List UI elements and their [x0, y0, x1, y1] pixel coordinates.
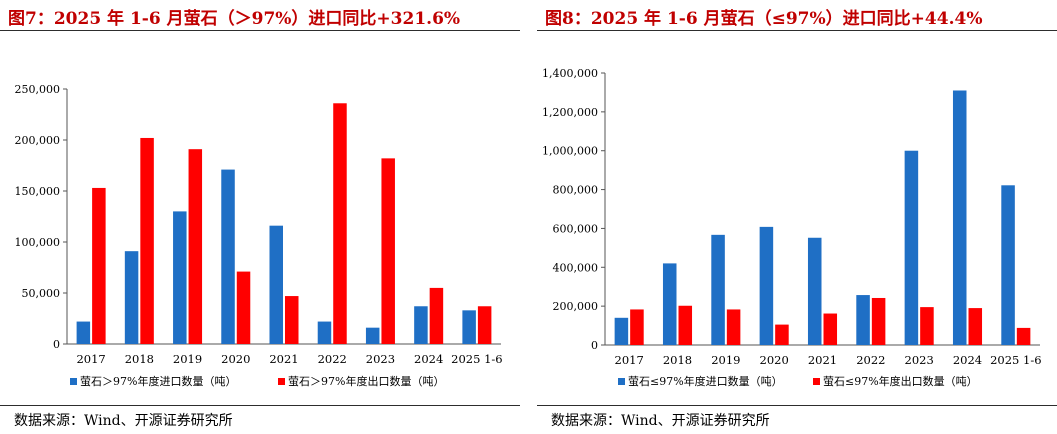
- import-bar-2025-1-6: [462, 310, 476, 344]
- bar-chart-fluorite-le97: 0 200,000 400,000 600,000 800,000 1,000,000 1,…: [542, 67, 1042, 388]
- x-tick-label: 2024: [414, 352, 443, 366]
- import-bar-2019: [711, 234, 725, 345]
- import-bar-2024: [414, 306, 428, 344]
- x-tick-label: 2019: [173, 352, 202, 366]
- export-bar-2024: [968, 308, 983, 345]
- import-bar-2017: [76, 321, 91, 344]
- x-tick-label: 2024: [953, 353, 982, 367]
- import-bar-2018: [662, 263, 677, 345]
- x-tick-label: 2022: [856, 353, 885, 367]
- export-bar-2022: [333, 103, 347, 344]
- export-bar-2019: [726, 309, 741, 345]
- export-bar-2020: [775, 324, 789, 345]
- export-bar-2021: [285, 296, 299, 344]
- export-bar-2023: [920, 307, 934, 345]
- chart-title: 图8：2025 年 1-6 月萤石（≤97%）进口同比+44.4%: [545, 9, 983, 29]
- export-bar-2021: [823, 313, 838, 345]
- y-tick-label: 1,000,000: [542, 145, 598, 158]
- import-bar-2023: [365, 327, 380, 344]
- y-tick-label: 0: [591, 339, 598, 352]
- chart-panel-left: 图7：2025 年 1-6 月萤石（＞97%）进口同比+321.6% 0 50,0…: [0, 0, 520, 434]
- import-bar-2020: [221, 169, 235, 344]
- title-rule: [0, 30, 520, 31]
- export-bar-2022: [871, 297, 886, 345]
- import-bar-2024: [952, 90, 967, 345]
- y-tick-label: 400,000: [553, 261, 599, 274]
- y-tick-label: 600,000: [553, 222, 599, 235]
- x-tick-label: 2022: [318, 352, 347, 366]
- legend-swatch: [278, 378, 285, 385]
- import-bar-2023: [904, 150, 919, 345]
- export-bar-2024: [429, 287, 444, 344]
- export-bar-2018: [678, 305, 693, 345]
- legend-label: 萤石＞97%年度进口数量（吨）: [80, 374, 236, 388]
- x-tick-label: 2018: [125, 352, 154, 366]
- y-tick-label: 200,000: [15, 134, 61, 147]
- import-bar-2021: [269, 225, 283, 344]
- y-tick-label: 150,000: [15, 185, 61, 198]
- y-tick-label: 0: [53, 338, 60, 351]
- legend-swatch: [813, 378, 820, 385]
- legend-label: 萤石＞97%年度出口数量（吨）: [288, 374, 444, 388]
- y-tick-label: 50,000: [22, 287, 61, 300]
- y-tick-label: 200,000: [553, 300, 599, 313]
- legend-label: 萤石≤97%年度出口数量（吨）: [823, 374, 978, 388]
- legend-swatch: [618, 378, 625, 385]
- export-bar-2025-1-6: [1016, 327, 1031, 345]
- x-tick-label: 2020: [760, 353, 789, 367]
- x-tick-label: 2021: [808, 353, 837, 367]
- import-bar-2025-1-6: [1001, 185, 1015, 345]
- export-bar-2020: [236, 271, 251, 344]
- import-bar-2022: [856, 295, 870, 345]
- export-bar-2018: [140, 137, 154, 344]
- import-bar-2019: [173, 211, 187, 344]
- import-bar-2020: [759, 226, 774, 345]
- x-tick-label: 2019: [711, 353, 740, 367]
- export-bar-2025-1-6: [477, 306, 492, 344]
- x-tick-label: 2018: [663, 353, 692, 367]
- source-rule: [537, 405, 1057, 406]
- y-tick-label: 250,000: [15, 83, 61, 96]
- source-note: 数据来源：Wind、开源证券研究所: [551, 413, 770, 429]
- import-bar-2022: [317, 321, 332, 344]
- bar-chart-fluorite-gt97: 0 50,000 100,000 150,000 200,000 250,000 2017 2…: [15, 83, 503, 388]
- x-tick-label: 2017: [76, 352, 105, 366]
- x-tick-label: 2021: [269, 352, 298, 366]
- x-tick-label: 2025 1-6: [451, 352, 502, 366]
- x-tick-label: 2020: [221, 352, 250, 366]
- source-rule: [0, 405, 520, 406]
- x-tick-label: 2023: [366, 352, 395, 366]
- y-tick-label: 100,000: [15, 236, 61, 249]
- legend-swatch: [70, 378, 77, 385]
- y-tick-label: 1,400,000: [542, 67, 598, 80]
- x-tick-label: 2025 1-6: [990, 353, 1041, 367]
- import-bar-2017: [614, 317, 629, 345]
- export-bar-2023: [381, 158, 395, 344]
- y-tick-label: 1,200,000: [542, 106, 598, 119]
- export-bar-2017: [92, 187, 106, 344]
- source-note: 数据来源：Wind、开源证券研究所: [14, 413, 233, 429]
- chart-panel-right: 图8：2025 年 1-6 月萤石（≤97%）进口同比+44.4% 0 200,0…: [537, 0, 1057, 434]
- import-bar-2018: [124, 251, 139, 344]
- legend-label: 萤石≤97%年度进口数量（吨）: [628, 374, 783, 388]
- x-tick-label: 2023: [905, 353, 934, 367]
- export-bar-2019: [188, 149, 203, 344]
- chart-title: 图7：2025 年 1-6 月萤石（＞97%）进口同比+321.6%: [8, 9, 461, 29]
- y-tick-label: 800,000: [553, 184, 599, 197]
- export-bar-2017: [630, 309, 644, 345]
- title-rule: [537, 30, 1057, 31]
- x-tick-label: 2017: [615, 353, 644, 367]
- import-bar-2021: [807, 237, 822, 345]
